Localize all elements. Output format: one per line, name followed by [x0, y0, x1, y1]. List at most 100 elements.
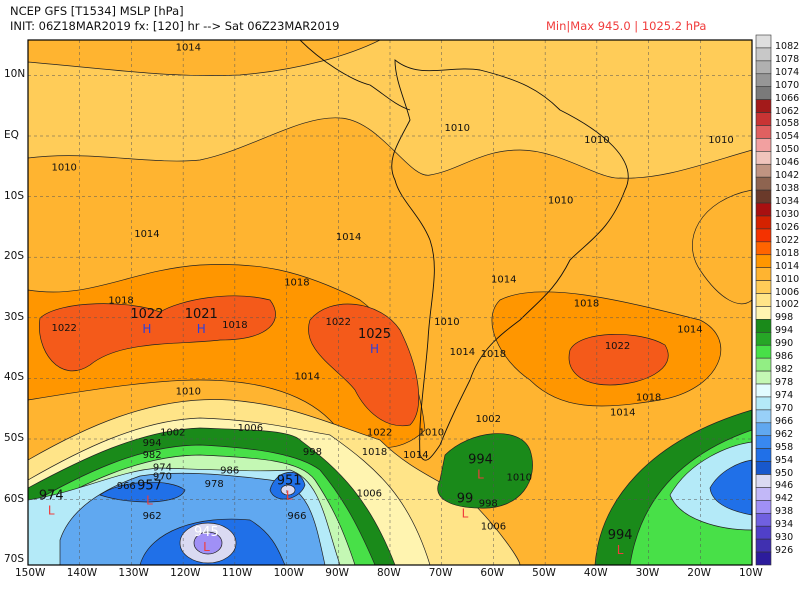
contour-label: 1014	[677, 325, 702, 336]
colorbar-label: 1078	[775, 53, 800, 65]
colorbar-swatch	[755, 487, 772, 501]
colorbar-label: 1010	[775, 273, 800, 285]
lon-label: 40W	[583, 567, 608, 579]
colorbar-label: 962	[775, 428, 794, 440]
contour-label: 982	[143, 450, 162, 461]
colorbar-swatch	[755, 99, 772, 113]
contour-label: 1018	[284, 277, 309, 288]
field-945	[193, 531, 223, 555]
colorbar-label: 974	[775, 389, 794, 401]
colorbar-label: 978	[775, 377, 794, 389]
center-value: 1021	[185, 307, 218, 322]
map-frame	[27, 39, 753, 566]
colorbar-swatch	[755, 86, 772, 100]
contour-label: 1022	[51, 323, 76, 334]
contour-label: 1018	[636, 393, 661, 404]
low-pressure-marker: L	[477, 467, 484, 481]
lon-label: 110W	[221, 567, 253, 579]
colorbar-swatch	[755, 538, 772, 553]
colorbar-swatch	[755, 551, 772, 566]
contour-label: 1010	[708, 135, 733, 146]
colorbar-label: 1006	[775, 286, 800, 298]
contour-label: 970	[153, 471, 172, 482]
colorbar-swatch	[755, 525, 772, 540]
lon-label: 100W	[273, 567, 304, 579]
colorbar-swatch	[755, 448, 772, 462]
contour-label: 1018	[108, 296, 133, 307]
colorbar-swatch	[755, 422, 772, 437]
lon-label: 50W	[532, 567, 556, 579]
field-1022-pacific	[39, 295, 276, 372]
colorbar-label: 1046	[775, 157, 800, 169]
colorbar-swatch	[755, 254, 772, 268]
contour-label: 994	[143, 438, 162, 449]
colorbar-label: 958	[775, 441, 794, 453]
colorbar-label: 1054	[775, 131, 800, 143]
colorbar-label: 938	[775, 506, 794, 518]
lon-label: 60W	[480, 567, 505, 579]
low-pressure-marker: L	[146, 493, 153, 507]
south-america-coastline	[391, 59, 629, 461]
colorbar-label: 1022	[775, 234, 800, 246]
contour-label: 1022	[326, 317, 351, 328]
contour-label: 1022	[605, 341, 630, 352]
contour-label: 1010	[176, 387, 201, 398]
lon-label: 10W	[739, 567, 763, 579]
colorbar-swatch	[755, 383, 772, 398]
contour-label: 1014	[295, 371, 320, 382]
colorbar-label: 966	[775, 415, 794, 427]
lon-label: 20W	[687, 567, 712, 579]
colorbar-label: 998	[775, 312, 794, 324]
colorbar-swatch	[755, 202, 772, 217]
lat-label: 10S	[4, 189, 25, 202]
colorbar-swatch	[755, 357, 772, 372]
center-value: 1022	[130, 307, 163, 322]
contour-label: 1018	[362, 447, 387, 458]
center-value: 945	[194, 525, 219, 540]
colorbar-swatch	[755, 215, 772, 230]
colorbar-swatch	[755, 228, 772, 243]
lat-label: 30S	[4, 310, 25, 323]
contour-label: 1002	[160, 428, 185, 439]
colorbar-label: 1002	[775, 299, 800, 311]
colorbar-label: 990	[775, 338, 794, 350]
colorbar-label: 954	[775, 454, 794, 466]
contour-label: 1018	[222, 320, 247, 331]
contour-label: 998	[303, 447, 322, 458]
colorbar-label: 1030	[775, 208, 800, 220]
colorbar	[755, 34, 772, 566]
lon-label: 90W	[325, 567, 350, 579]
colorbar-swatch	[755, 189, 772, 204]
field-962-atlantic	[709, 459, 752, 516]
colorbar-swatch	[755, 461, 772, 475]
lon-label: 150W	[15, 567, 46, 579]
colorbar-swatch	[755, 474, 772, 488]
lon-label: 120W	[170, 567, 201, 579]
contour-label: 1014	[134, 229, 159, 240]
center-value: 951	[277, 474, 302, 489]
colorbar-swatch	[755, 125, 772, 139]
contour-label: 1010	[51, 162, 76, 173]
colorbar-swatch	[755, 138, 772, 152]
colorbar-label: 930	[775, 532, 794, 544]
contour-label: 1022	[367, 428, 392, 439]
colorbar-swatch	[755, 409, 772, 424]
colorbar-label: 950	[775, 467, 794, 479]
lat-lon-grid	[28, 40, 752, 565]
colorbar-swatch	[755, 112, 772, 126]
colorbar-swatch	[755, 500, 772, 514]
colorbar-label: 970	[775, 402, 794, 414]
center-value: 994	[608, 528, 633, 543]
contour-label: 962	[143, 511, 162, 522]
colorbar-swatch	[755, 396, 772, 411]
map-title: NCEP GFS [T1534] MSLP [hPa]	[10, 4, 184, 18]
colorbar-swatch	[755, 241, 772, 256]
colorbar-label: 942	[775, 493, 794, 505]
contour-label: 1014	[610, 408, 635, 419]
low-pressure-marker: L	[48, 504, 55, 518]
colorbar-swatch	[755, 293, 772, 307]
lon-label: 130W	[118, 567, 149, 579]
contour-label: 1010	[419, 428, 444, 439]
